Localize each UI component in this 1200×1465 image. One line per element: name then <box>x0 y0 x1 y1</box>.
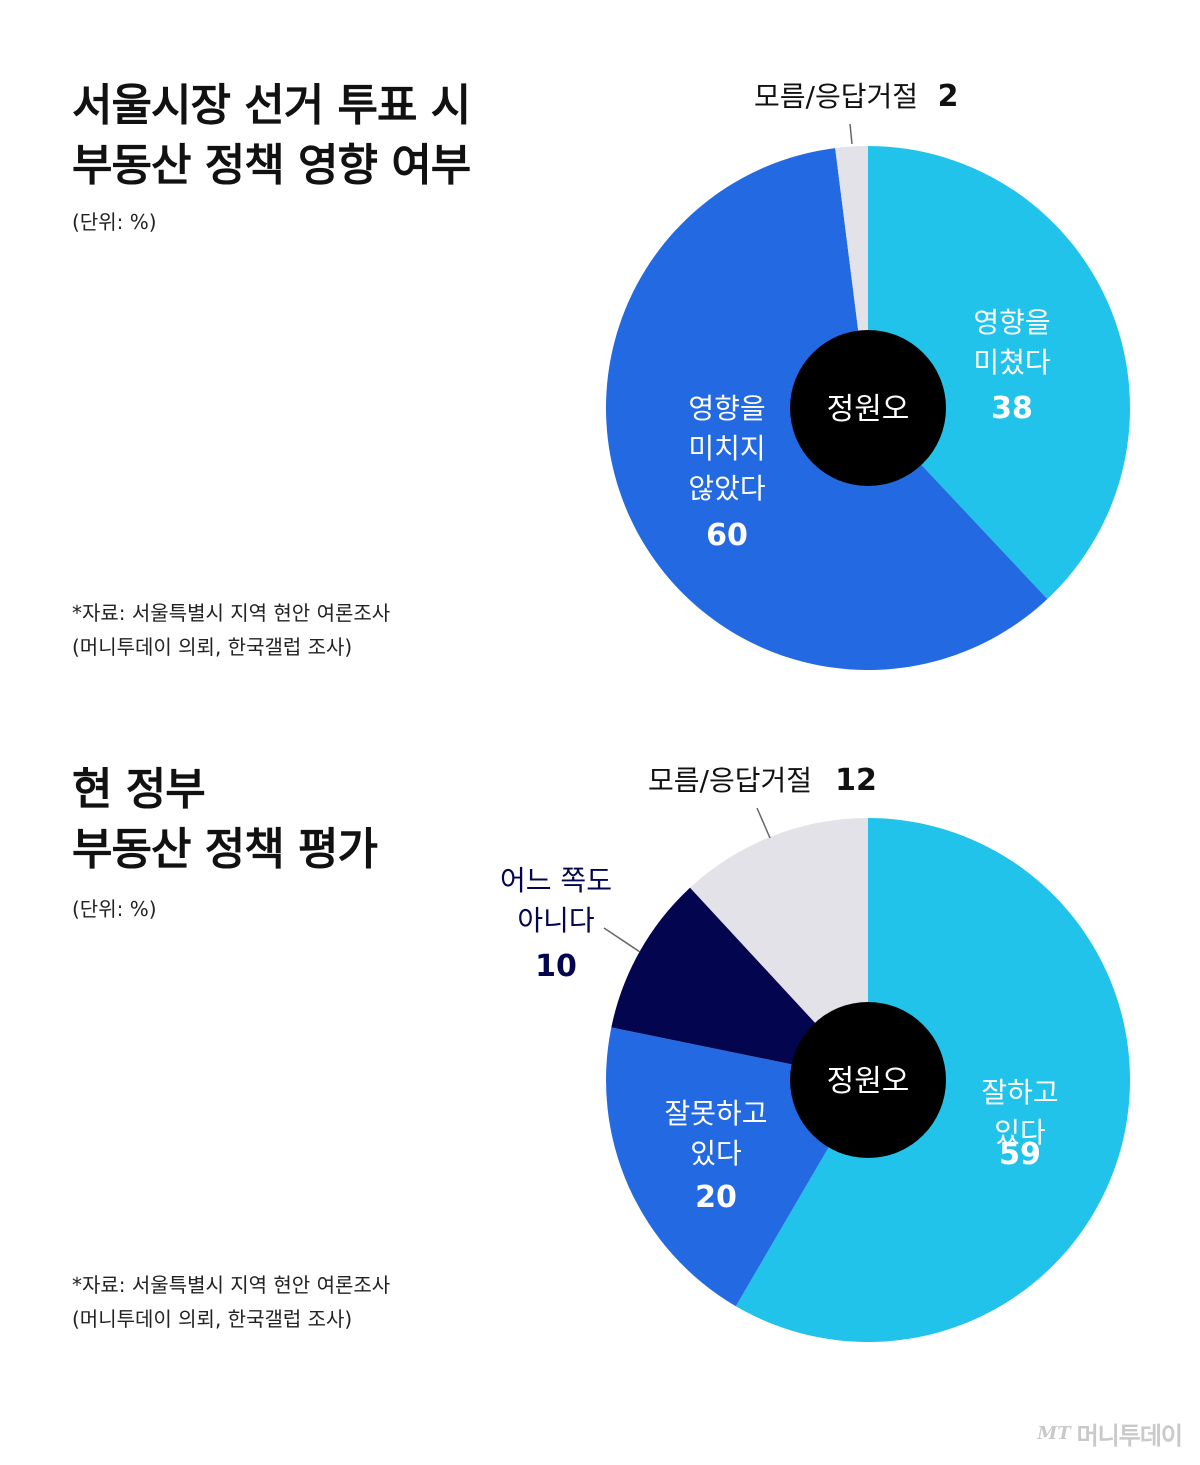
chart2-title-line2: 부동산 정책 평가 <box>72 824 378 875</box>
pie2-label-2: 잘못하고 있다 <box>664 1097 767 1170</box>
chart2-source-line2: (머니투데이 의뢰, 한국갤럽 조사) <box>72 1307 353 1331</box>
chart2-unit: (단위: %) <box>72 897 157 921</box>
pie1-value-1: 38 <box>991 391 1033 426</box>
pie2-value-3: 10 <box>535 949 577 984</box>
brand-logo: MT 머니투데이 <box>1037 1416 1183 1451</box>
pie2-value-1: 59 <box>999 1137 1041 1172</box>
chart2-source-line1: *자료: 서울특별시 지역 현안 여론조사 <box>72 1273 391 1297</box>
pie2-value-4: 12 <box>835 763 877 798</box>
logo-name: 머니투데이 <box>1076 1422 1183 1450</box>
pie1-label-1: 영향을 미쳤다 <box>973 306 1050 379</box>
chart1-title-line1: 서울시장 선거 투표 시 <box>72 80 471 131</box>
chart1-source-line1: *자료: 서울특별시 지역 현안 여론조사 <box>72 601 391 625</box>
pie1-label-3: 모름/응답거절 <box>754 80 918 113</box>
pie1-value-3: 2 <box>938 79 959 114</box>
chart1-source: *자료: 서울특별시 지역 현안 여론조사 (머니투데이 의뢰, 한국갤럽 조사… <box>72 596 390 664</box>
pie2-label-3: 어느 쪽도 아니다 <box>500 864 612 937</box>
pie1-center-circle <box>790 330 946 486</box>
pie2-center-label: 정원오 <box>827 1064 910 1099</box>
chart1-title-line2: 부동산 정책 영향 여부 <box>72 140 471 191</box>
pie2-label-4: 모름/응답거절 <box>648 764 812 797</box>
chart2-source: *자료: 서울특별시 지역 현안 여론조사 (머니투데이 의뢰, 한국갤럽 조사… <box>72 1268 390 1336</box>
chart2-title: 현 정부 부동산 정책 평가 <box>72 760 378 880</box>
chart1-source-line2: (머니투데이 의뢰, 한국갤럽 조사) <box>72 635 353 659</box>
pie1-center-label: 정원오 <box>827 392 910 427</box>
pie1-leader-3 <box>849 123 853 145</box>
chart2-title-line1: 현 정부 <box>72 764 206 815</box>
chart1-unit: (단위: %) <box>72 210 157 234</box>
pie1-value-2: 60 <box>706 518 748 553</box>
pie1-label-2: 영향을 미치지 않았다 <box>688 392 765 505</box>
pie-chart-1: 정원오 영향을 미쳤다 38 영향을 미치지 않았다 60 모름/응답거절 2 <box>605 79 1130 671</box>
pie2-slice-4 <box>690 818 868 1080</box>
pie2-leader-4 <box>756 807 771 839</box>
pie2-label-1: 잘하고 있다 <box>981 1076 1058 1149</box>
pie2-value-2: 20 <box>695 1180 737 1215</box>
logo-mark: MT <box>1037 1423 1071 1444</box>
pie1-slice-1 <box>868 146 1130 599</box>
pie2-slice-3 <box>611 887 868 1080</box>
pie2-leader-3 <box>603 927 641 953</box>
pie2-center-circle <box>790 1002 946 1158</box>
chart1-title: 서울시장 선거 투표 시 부동산 정책 영향 여부 <box>72 76 471 196</box>
